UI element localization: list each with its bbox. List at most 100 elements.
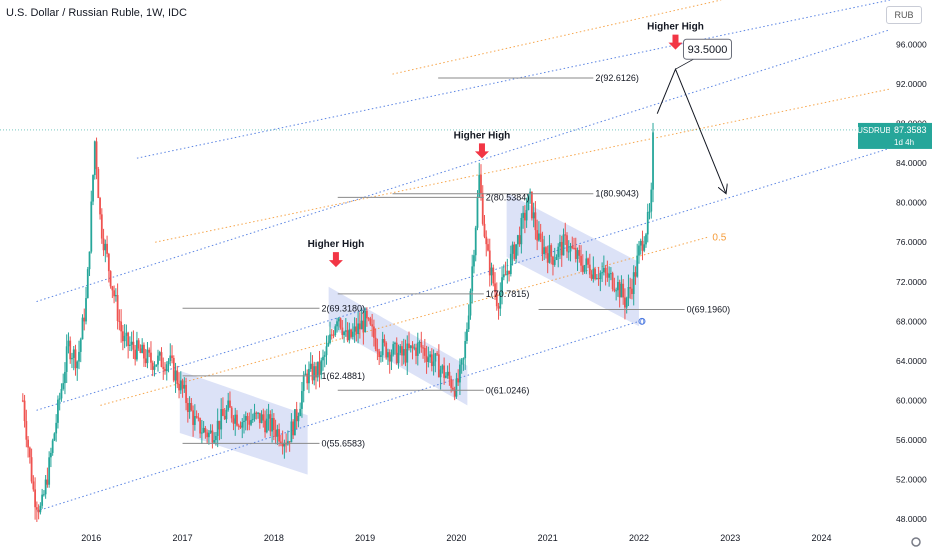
candle-body <box>99 198 101 215</box>
fib-label: 1(70.7815) <box>486 289 530 299</box>
channel-endpoint <box>638 317 646 325</box>
candle-body <box>534 212 537 231</box>
candle-body <box>151 362 154 370</box>
higher-high-label: Higher High <box>308 239 365 250</box>
candle-body <box>434 353 437 362</box>
candle-body <box>339 318 342 328</box>
candle-body <box>171 355 173 359</box>
candle-body <box>385 342 388 358</box>
y-tick-label: 52.0000 <box>896 475 927 485</box>
candle-body <box>360 320 363 330</box>
fib-label: 0(69.1960) <box>687 304 731 314</box>
x-tick-label: 2024 <box>812 533 832 543</box>
candle-body <box>190 402 193 411</box>
candle-body <box>416 342 419 356</box>
candle-body <box>371 324 374 327</box>
candle-body <box>473 255 475 267</box>
candle-body <box>118 320 121 322</box>
fib-label: 0(55.6583) <box>321 438 365 448</box>
candle-body <box>488 250 491 276</box>
candle-body <box>555 256 558 260</box>
candle-body <box>494 283 496 293</box>
candle-body <box>337 318 340 322</box>
candle-body <box>374 337 377 350</box>
candle-body <box>629 287 632 289</box>
candle-body <box>518 235 521 245</box>
candle-body <box>237 425 240 427</box>
candle-body <box>450 378 453 388</box>
candle-body <box>495 292 498 307</box>
candle-body <box>483 223 486 237</box>
candle-body <box>395 342 398 364</box>
candle-body <box>51 440 54 453</box>
candle-body <box>301 391 303 409</box>
candle-body <box>608 273 611 278</box>
candle-body <box>241 422 244 428</box>
candle-body <box>471 266 474 292</box>
candle-body <box>504 274 507 276</box>
candle-body <box>67 340 70 347</box>
channel-line-5 <box>100 236 708 406</box>
candle-body <box>460 359 463 365</box>
candle-body <box>606 272 609 278</box>
candle-body <box>195 416 198 418</box>
candle-body <box>234 414 237 424</box>
candle-body <box>281 443 284 447</box>
candle-body <box>146 349 149 364</box>
x-tick-label: 2022 <box>629 533 649 543</box>
x-tick-label: 2021 <box>538 533 558 543</box>
candle-body <box>169 355 172 362</box>
candle-body <box>467 315 470 330</box>
candle-body <box>343 331 345 336</box>
candle-body <box>548 245 551 263</box>
candle-body <box>60 388 63 399</box>
y-tick-label: 72.0000 <box>896 277 927 287</box>
candle-body <box>574 247 577 259</box>
candle-body <box>165 364 168 372</box>
candle-body <box>157 355 159 365</box>
candle-body <box>269 414 272 432</box>
candle-body <box>432 361 435 367</box>
candle-body <box>367 318 370 320</box>
candle-body <box>244 416 247 421</box>
candle-body <box>590 274 593 279</box>
candle-body <box>113 290 116 297</box>
currency-button[interactable]: RUB <box>886 6 922 24</box>
candle-body <box>351 331 354 337</box>
candle-body <box>490 267 493 276</box>
candle-body <box>181 380 184 389</box>
candle-body <box>439 369 442 378</box>
candle-body <box>429 354 431 358</box>
candle-body <box>516 235 519 245</box>
candle-body <box>502 274 505 278</box>
candle-body <box>276 429 279 437</box>
candle-body <box>474 227 477 256</box>
candle-body <box>85 298 87 322</box>
candle-body <box>592 268 595 279</box>
candle-body <box>71 357 73 360</box>
candle-body <box>258 412 261 423</box>
candle-body <box>383 338 386 343</box>
y-tick-label: 56.0000 <box>896 435 927 445</box>
candle-body <box>641 240 644 251</box>
candle-body <box>329 334 331 343</box>
candle-body <box>253 412 256 420</box>
candle-body <box>634 272 637 277</box>
candle-body <box>230 407 233 419</box>
candle-body <box>220 409 223 430</box>
candle-body <box>222 409 224 416</box>
candle-body <box>193 416 196 425</box>
candle-body <box>390 354 393 362</box>
x-tick-label: 2020 <box>446 533 466 543</box>
candle-body <box>646 212 649 235</box>
candle-body <box>188 402 191 413</box>
candle-body <box>179 380 182 391</box>
candle-body <box>199 418 202 434</box>
candle-body <box>223 415 226 420</box>
candle-body <box>381 338 384 356</box>
candle-body <box>264 420 266 433</box>
y-tick-label: 92.0000 <box>896 79 927 89</box>
candle-body <box>120 321 123 332</box>
candle-body <box>520 217 523 245</box>
